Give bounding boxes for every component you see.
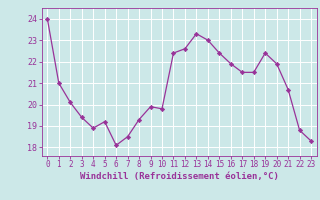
X-axis label: Windchill (Refroidissement éolien,°C): Windchill (Refroidissement éolien,°C) — [80, 172, 279, 181]
